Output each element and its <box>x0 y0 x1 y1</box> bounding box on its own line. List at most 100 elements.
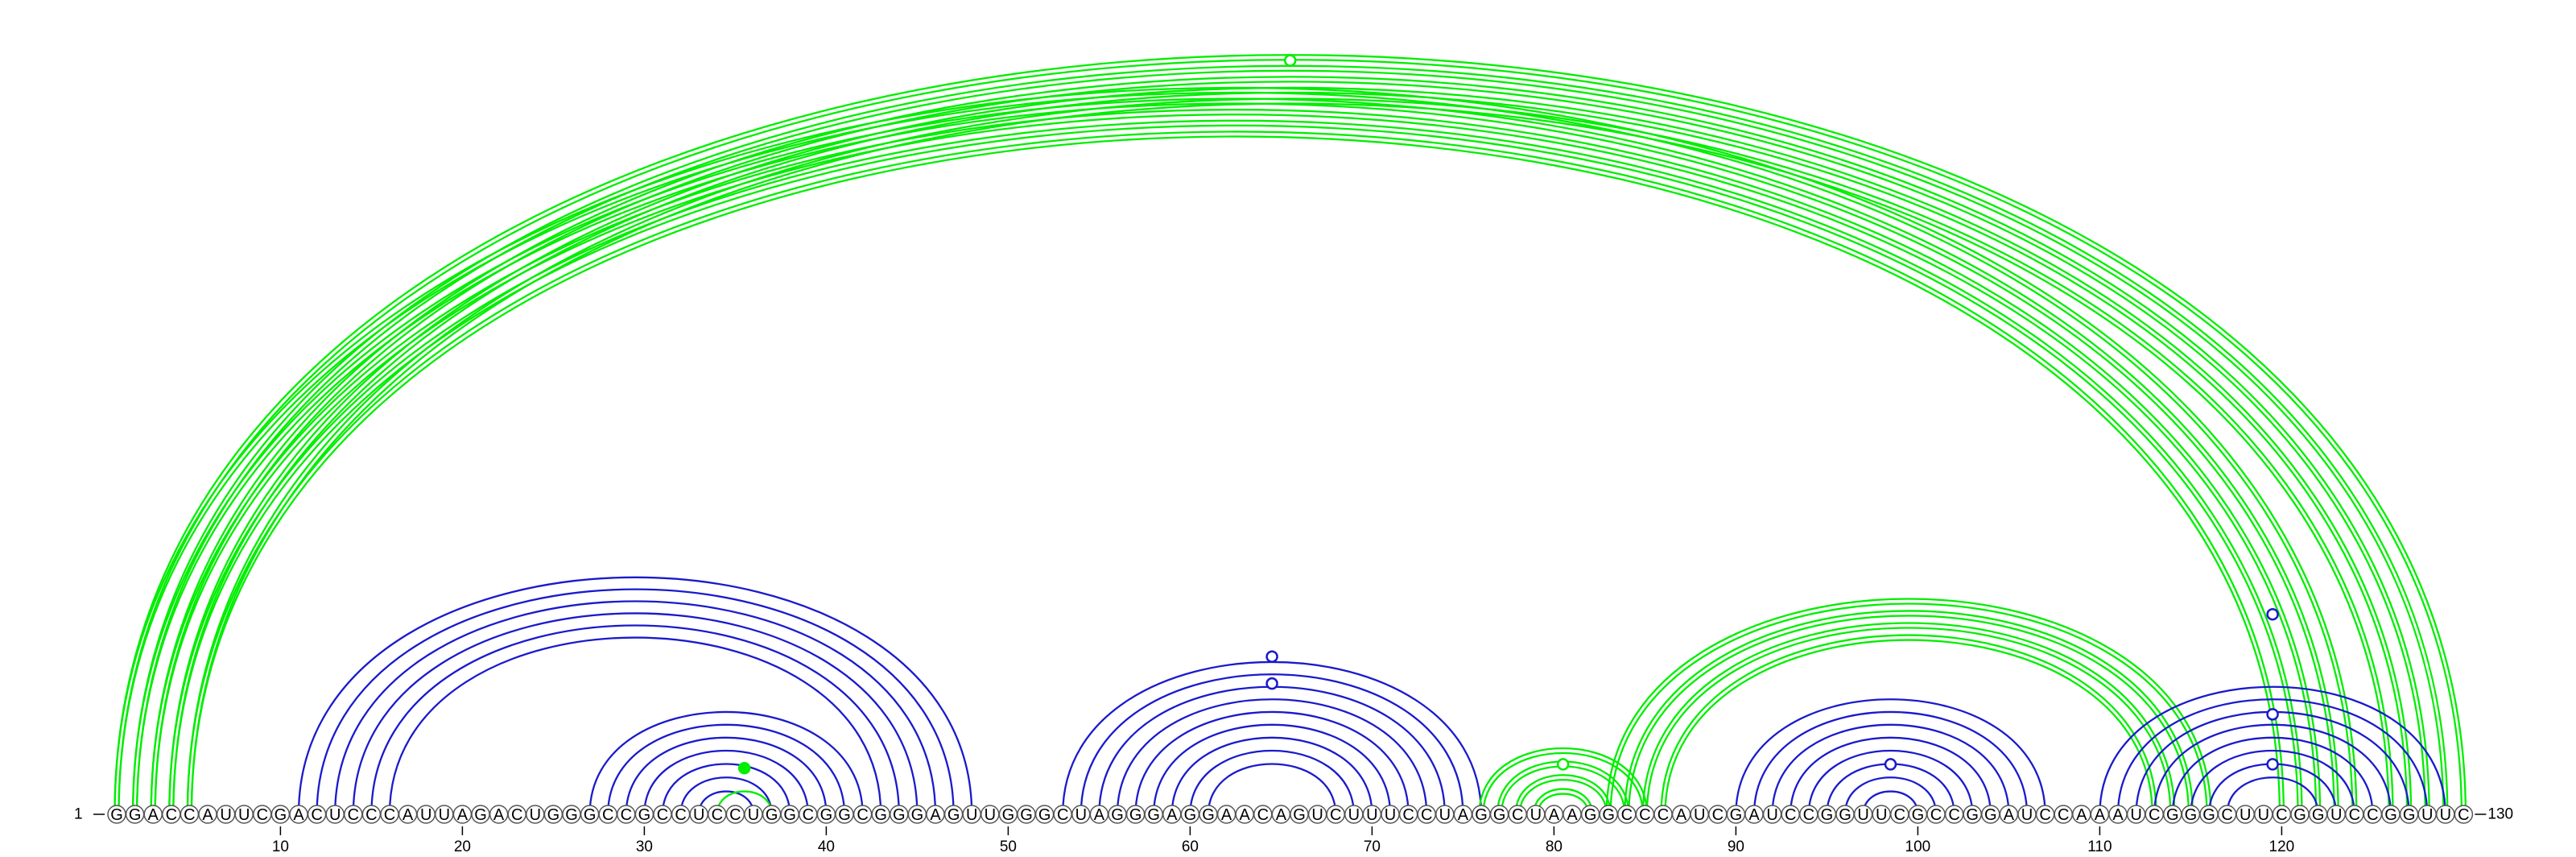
nucleotide: G <box>907 805 927 824</box>
nucleotide-letter: U <box>2130 806 2141 824</box>
nucleotide-letter: U <box>2440 806 2451 824</box>
nucleotide-letter: U <box>966 806 977 824</box>
nucleotide: A <box>289 805 308 824</box>
nucleotide: C <box>1781 805 1800 824</box>
nucleotide: G <box>998 805 1018 824</box>
nucleotide-letter: G <box>1293 806 1306 824</box>
base-pair-arc <box>1189 750 1355 815</box>
nucleotide: C <box>1417 805 1436 824</box>
nucleotide: G <box>1817 805 1837 824</box>
nucleotide-letter: C <box>2149 806 2160 824</box>
nucleotide: C <box>2363 805 2383 824</box>
nucleotide-letter: C <box>803 806 814 824</box>
nucleotide: C <box>2145 805 2164 824</box>
nucleotide-letter: C <box>348 806 359 824</box>
nucleotide-letter: G <box>1184 806 1197 824</box>
axis-tick-label: 120 <box>2269 838 2295 855</box>
nucleotide-letter: U <box>1075 806 1087 824</box>
base-pair-arc <box>1116 698 1428 815</box>
base-pair-arc <box>186 97 2394 815</box>
nucleotide-letter: U <box>420 806 431 824</box>
nucleotide: A <box>452 805 473 824</box>
base-pair-arc <box>2190 750 2355 815</box>
base-pair-arc <box>190 102 2390 815</box>
nucleotide: C <box>617 805 636 824</box>
nucleotide: C <box>1508 805 1527 824</box>
arc-marker <box>2266 758 2279 771</box>
nucleotide: A <box>1089 805 1109 824</box>
nucleotide: U <box>416 805 436 824</box>
nucleotide: G <box>762 805 782 824</box>
nucleotide-letter: C <box>1657 806 1669 824</box>
nucleotide-letter: G <box>766 806 778 824</box>
nucleotide-letter: G <box>1821 806 1834 824</box>
nucleotide-letter: G <box>1475 806 1488 824</box>
nucleotide: A <box>1563 805 1582 824</box>
nucleotide: C <box>725 805 745 824</box>
base-pair-arc <box>1735 698 2046 815</box>
nucleotide: C <box>2217 805 2237 824</box>
nucleotide-letter: G <box>1839 806 1852 824</box>
nucleotide: C <box>1944 805 1964 824</box>
base-pair-arc <box>150 109 2322 815</box>
nucleotide: G <box>543 805 564 824</box>
nucleotide-letter: C <box>311 806 322 824</box>
nucleotide: C <box>162 805 181 824</box>
nucleotide-letter: A <box>1166 806 1178 824</box>
base-pair-arc <box>1790 736 1992 815</box>
nucleotide: C <box>180 805 200 824</box>
nucleotide: C <box>2454 805 2474 824</box>
nucleotide: A <box>926 805 945 824</box>
nucleotide: G <box>890 805 909 824</box>
nucleotide: U <box>1526 805 1546 824</box>
nucleotide-letter: C <box>1712 806 1724 824</box>
nucleotide-letter: G <box>783 806 796 824</box>
nucleotide-letter: G <box>838 806 851 824</box>
nucleotide-letter: A <box>148 806 159 824</box>
axis-tick-label: 30 <box>636 838 653 855</box>
nucleotide-letter: C <box>2367 806 2378 824</box>
nucleotide-letter: A <box>1748 806 1760 824</box>
nucleotide-letter: U <box>2330 806 2342 824</box>
nucleotide-circle <box>2454 805 2474 824</box>
base-pair-arc <box>150 76 2430 815</box>
axis-tick-label: 90 <box>1728 838 1744 855</box>
nucleotide-letter: A <box>493 806 505 824</box>
base-pair-arc <box>1609 602 2208 815</box>
base-pair-arc <box>2226 776 2319 815</box>
axis-tick-label: 50 <box>1000 838 1017 855</box>
base-pair-arc <box>118 59 2463 815</box>
nucleotide: A <box>489 805 509 824</box>
base-pair-arc <box>172 91 2409 815</box>
nucleotide-letter: G <box>1202 806 1215 824</box>
nucleotide-letter: U <box>238 806 250 824</box>
nucleotide-letter: G <box>547 806 560 824</box>
nucleotide-letter: C <box>857 806 868 824</box>
nucleotide-letter: U <box>1530 806 1542 824</box>
nucleotide: U <box>234 805 254 824</box>
nucleotide-letter: C <box>2039 806 2050 824</box>
nucleotide-letter: U <box>2021 806 2033 824</box>
nucleotide: U <box>962 805 981 824</box>
nucleotide: G <box>580 805 600 824</box>
nucleotide: A <box>2090 805 2110 824</box>
nucleotide-letter: C <box>1057 806 1068 824</box>
nucleotide: U <box>435 805 454 824</box>
nucleotide-letter: C <box>2458 806 2469 824</box>
nucleotide-letter: G <box>638 806 651 824</box>
nucleotide-letter: U <box>748 806 759 824</box>
position-axis: 10 20 30 40 50 60 70 80 90 100 110 120 <box>272 826 2294 855</box>
nucleotide: A <box>2072 805 2091 824</box>
nucleotide-letter: G <box>2293 806 2306 824</box>
nucleotide: A <box>1235 805 1254 824</box>
nucleotide-letter: C <box>1257 806 1269 824</box>
base-pair-arc <box>1752 710 2029 815</box>
nucleotide-letter: U <box>530 806 541 824</box>
base-pair-arc <box>1170 736 1373 815</box>
nucleotide-letter: G <box>584 806 597 824</box>
nucleotide: C <box>380 805 399 824</box>
base-pair-arc <box>154 114 2318 815</box>
base-pair-arc <box>2099 685 2446 815</box>
nucleotide-letter: A <box>1676 806 1687 824</box>
nucleotide-letter: A <box>930 806 941 824</box>
